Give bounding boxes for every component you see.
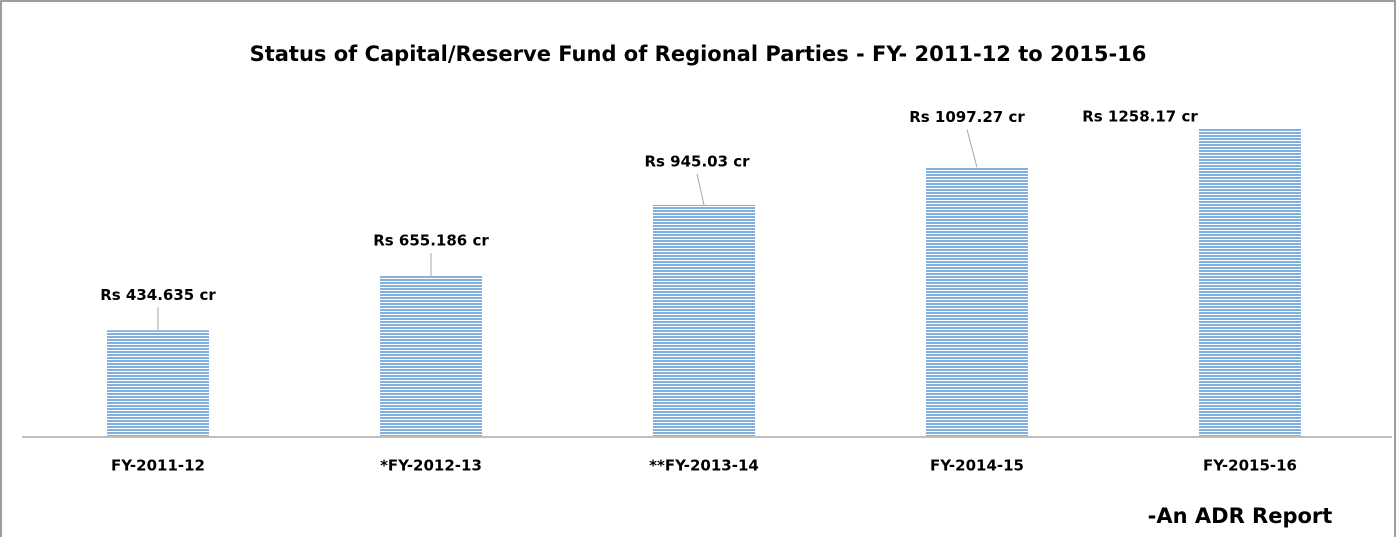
leader-line — [966, 129, 978, 168]
data-label: Rs 1097.27 cr — [909, 108, 1025, 126]
bar — [107, 330, 209, 437]
bar — [380, 276, 482, 437]
x-tick-label: FY-2011-12 — [111, 457, 205, 475]
x-tick-label: FY-2015-16 — [1203, 457, 1297, 475]
leader-line — [696, 173, 705, 206]
x-tick-label: **FY-2013-14 — [649, 457, 759, 475]
x-tick-label: FY-2014-15 — [930, 457, 1024, 475]
bar — [653, 204, 755, 437]
data-label: Rs 945.03 cr — [644, 152, 750, 170]
x-tick-label: *FY-2012-13 — [380, 457, 482, 475]
data-label: Rs 655.186 cr — [373, 232, 489, 250]
chart-title: Status of Capital/Reserve Fund of Region… — [250, 42, 1147, 66]
bar — [926, 167, 1028, 437]
annotation: -An ADR Report — [1148, 504, 1333, 528]
bar — [1199, 128, 1301, 437]
data-label: Rs 1258.17 cr — [1082, 108, 1198, 126]
data-label: Rs 434.635 cr — [100, 286, 216, 304]
